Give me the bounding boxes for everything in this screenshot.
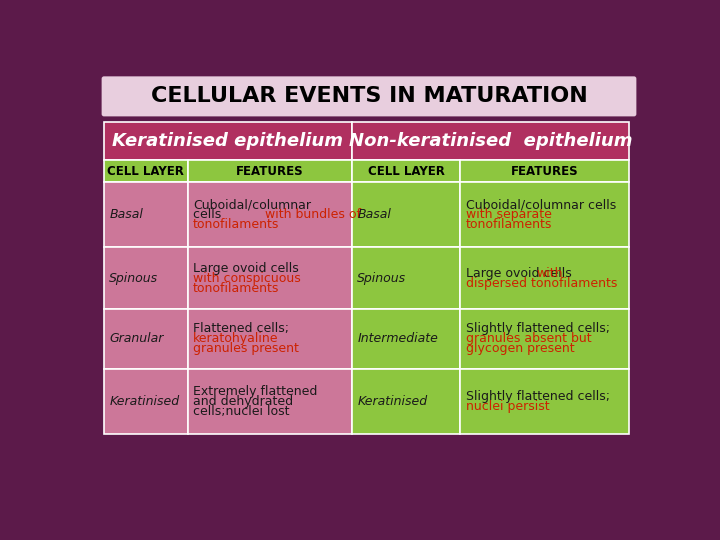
Text: CELLULAR EVENTS IN MATURATION: CELLULAR EVENTS IN MATURATION: [150, 86, 588, 106]
Bar: [352, 122, 629, 160]
Bar: [461, 160, 629, 182]
Text: Granular: Granular: [109, 333, 163, 346]
Text: Slightly flattened cells;: Slightly flattened cells;: [466, 390, 610, 403]
Bar: [352, 160, 461, 182]
Text: Cuboidal/columnar: Cuboidal/columnar: [193, 198, 311, 211]
Text: FEATURES: FEATURES: [236, 165, 304, 178]
Text: Slightly flattened cells;: Slightly flattened cells;: [466, 322, 610, 335]
Bar: [104, 160, 188, 182]
Bar: [188, 160, 352, 182]
Bar: [104, 247, 188, 309]
Bar: [104, 369, 188, 434]
Bar: [352, 369, 461, 434]
Text: FEATURES: FEATURES: [511, 165, 579, 178]
Text: and dehydrated: and dehydrated: [193, 395, 293, 408]
Text: Spinous: Spinous: [357, 272, 407, 285]
Bar: [461, 182, 629, 247]
Bar: [352, 247, 461, 309]
Text: CELL LAYER: CELL LAYER: [368, 165, 445, 178]
Text: Non-keratinised  epithelium: Non-keratinised epithelium: [349, 132, 632, 150]
Text: cells;nuclei lost: cells;nuclei lost: [193, 405, 289, 418]
Text: keratohyaline: keratohyaline: [193, 333, 279, 346]
Bar: [188, 369, 352, 434]
Bar: [352, 182, 461, 247]
Bar: [461, 247, 629, 309]
Text: cells: cells: [193, 208, 225, 221]
Text: with conspicuous: with conspicuous: [193, 272, 301, 285]
FancyBboxPatch shape: [102, 76, 636, 117]
Text: Keratinised: Keratinised: [357, 395, 428, 408]
Bar: [104, 122, 352, 160]
Text: with bundles of: with bundles of: [265, 208, 361, 221]
Text: glycogen present: glycogen present: [466, 342, 575, 355]
Text: Intermediate: Intermediate: [357, 333, 438, 346]
Text: granules present: granules present: [193, 342, 299, 355]
Text: Basal: Basal: [109, 208, 143, 221]
Bar: [188, 309, 352, 369]
Text: nuclei persist: nuclei persist: [466, 400, 549, 413]
Text: with separate: with separate: [466, 208, 552, 221]
Text: Large ovoid cells: Large ovoid cells: [466, 267, 575, 280]
Text: Keratinised epithelium: Keratinised epithelium: [112, 132, 343, 150]
Text: Spinous: Spinous: [109, 272, 158, 285]
Text: tonofilaments: tonofilaments: [466, 218, 552, 231]
Text: CELL LAYER: CELL LAYER: [107, 165, 184, 178]
Bar: [188, 247, 352, 309]
Text: Keratinised: Keratinised: [109, 395, 179, 408]
Bar: [104, 309, 188, 369]
Bar: [461, 369, 629, 434]
Text: Cuboidal/columnar cells: Cuboidal/columnar cells: [466, 198, 616, 211]
Text: granules absent but: granules absent but: [466, 333, 592, 346]
Bar: [104, 182, 188, 247]
Bar: [352, 309, 461, 369]
Text: Flattened cells;: Flattened cells;: [193, 322, 289, 335]
Bar: [188, 182, 352, 247]
Text: Extremely flattened: Extremely flattened: [193, 385, 318, 398]
Text: with: with: [536, 267, 562, 280]
Text: Basal: Basal: [357, 208, 391, 221]
Text: tonofilaments: tonofilaments: [193, 218, 279, 231]
Text: Large ovoid cells: Large ovoid cells: [193, 261, 299, 274]
Bar: [461, 309, 629, 369]
Text: tonofilaments: tonofilaments: [193, 281, 279, 295]
Text: dispersed tonofilaments: dispersed tonofilaments: [466, 276, 617, 289]
